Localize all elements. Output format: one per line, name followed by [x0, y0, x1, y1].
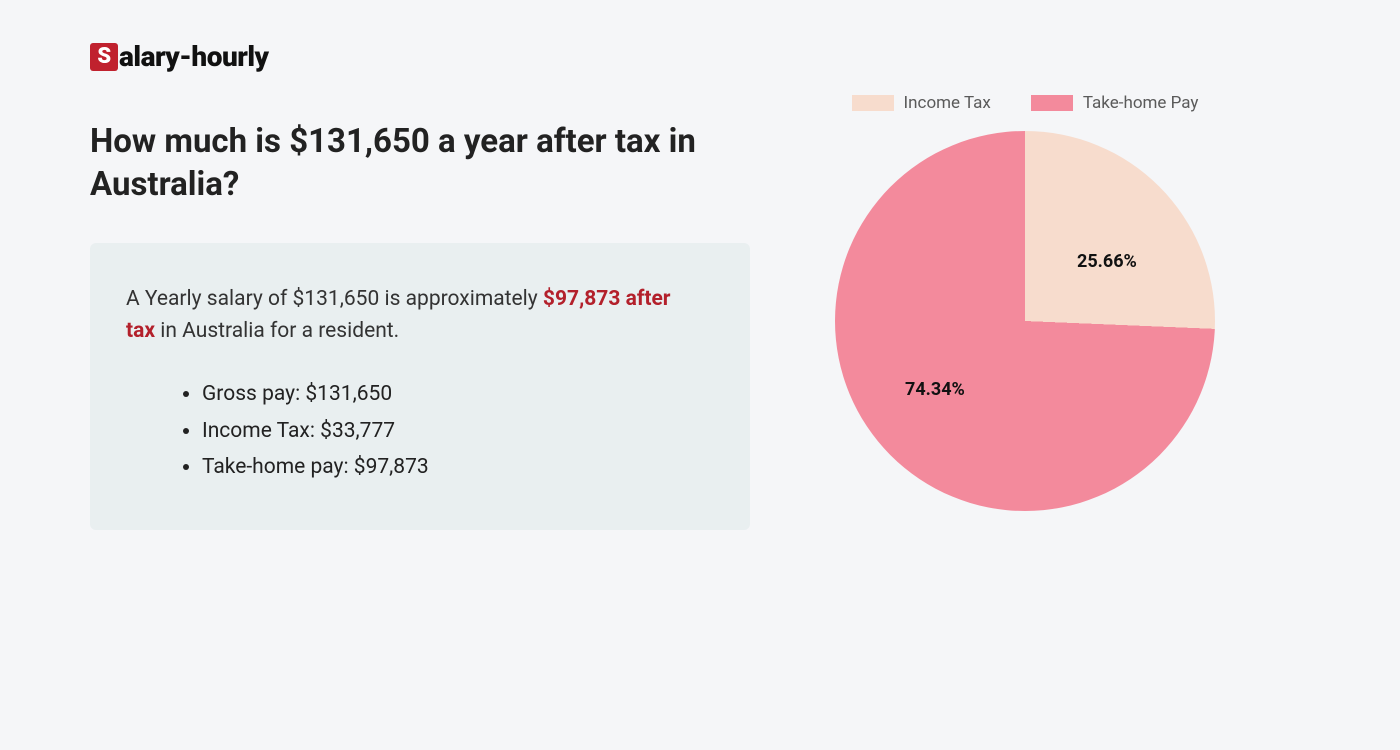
list-item: Gross pay: $131,650 [202, 376, 702, 413]
summary-prefix: A Yearly salary of $131,650 is approxima… [126, 287, 543, 311]
legend-swatch [852, 95, 894, 111]
pie-chart: 25.66% 74.34% [835, 131, 1215, 511]
site-logo: S alary-hourly [90, 40, 1310, 73]
list-item: Take-home pay: $97,873 [202, 449, 702, 486]
logo-initial: S [90, 43, 118, 71]
summary-box: A Yearly salary of $131,650 is approxima… [90, 243, 750, 530]
summary-suffix: in Australia for a resident. [155, 319, 399, 343]
pie-slice-label: 74.34% [905, 379, 965, 400]
legend-label: Income Tax [904, 93, 991, 113]
legend-item-take-home: Take-home Pay [1031, 93, 1199, 113]
legend-swatch [1031, 95, 1073, 111]
chart-legend: Income Tax Take-home Pay [852, 93, 1199, 113]
page-root: S alary-hourly How much is $131,650 a ye… [0, 0, 1400, 530]
summary-text: A Yearly salary of $131,650 is approxima… [126, 283, 702, 348]
page-title: How much is $131,650 a year after tax in… [90, 121, 750, 207]
pie-disc [835, 131, 1215, 511]
chart-column: Income Tax Take-home Pay 25.66% 74.34% [810, 93, 1240, 530]
pie-slice-label: 25.66% [1077, 251, 1137, 272]
content-row: How much is $131,650 a year after tax in… [90, 121, 1310, 530]
left-column: How much is $131,650 a year after tax in… [90, 121, 750, 530]
list-item: Income Tax: $33,777 [202, 413, 702, 450]
legend-item-income-tax: Income Tax [852, 93, 991, 113]
logo-rest: alary-hourly [119, 40, 269, 73]
breakdown-list: Gross pay: $131,650 Income Tax: $33,777 … [126, 376, 702, 486]
legend-label: Take-home Pay [1083, 93, 1199, 113]
